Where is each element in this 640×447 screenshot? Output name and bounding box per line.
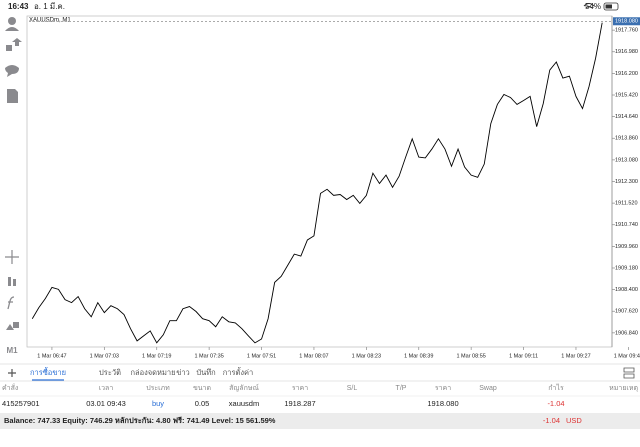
y-tick-label: 1908.400	[615, 287, 638, 293]
column-header: ราคา	[435, 385, 451, 392]
tab[interactable]: ประวัติ	[99, 368, 121, 377]
x-tick-label: 1 Mar 08:23	[352, 353, 381, 359]
crosshair-icon[interactable]	[5, 250, 19, 264]
column-header: ประเภท	[146, 385, 170, 392]
x-tick-label: 1 Mar 09:43	[614, 353, 640, 359]
column-header: T/P	[396, 385, 407, 392]
y-tick-label: 1916.980	[615, 49, 638, 55]
x-tick-label: 1 Mar 07:51	[247, 353, 276, 359]
x-tick-label: 1 Mar 06:47	[37, 353, 66, 359]
table-cell: xauusdm	[229, 399, 259, 408]
status-date: อ. 1 มี.ค.	[34, 2, 65, 11]
column-header: กำไร	[548, 383, 564, 392]
column-header: ขนาด	[193, 385, 211, 392]
y-tick-label: 1907.620	[615, 309, 638, 315]
toolbar	[5, 17, 22, 330]
current-price-label: 1918.080	[615, 19, 638, 25]
table-cell: 1918.287	[284, 399, 315, 408]
column-header: Swap	[479, 385, 497, 392]
account-icon[interactable]	[8, 17, 16, 25]
y-tick-label: 1914.640	[615, 114, 638, 120]
indicators-icon[interactable]	[7, 296, 15, 310]
y-tick-label: 1917.760	[615, 28, 638, 34]
objects-icon[interactable]	[6, 322, 19, 330]
x-tick-label: 1 Mar 09:11	[509, 353, 538, 359]
candles-icon[interactable]	[8, 277, 16, 286]
currency: USD	[566, 416, 582, 425]
total-profit: -1.04	[543, 416, 560, 425]
add-button[interactable]	[8, 369, 16, 377]
chat-icon[interactable]	[5, 65, 19, 77]
column-header: เวลา	[99, 385, 114, 392]
new-doc-icon[interactable]	[7, 89, 18, 103]
table-cell: buy	[152, 399, 164, 408]
wifi-icon	[583, 3, 595, 9]
y-tick-label: 1909.180	[615, 265, 638, 271]
tab[interactable]: กล่องจดหมาย	[130, 368, 175, 377]
x-tick-label: 1 Mar 07:03	[90, 353, 119, 359]
y-tick-label: 1913.080	[615, 157, 638, 163]
y-tick-label: 1912.300	[615, 179, 638, 185]
y-tick-label: 1906.840	[615, 330, 638, 336]
column-header: สัญลักษณ์	[229, 384, 259, 392]
battery-fill	[605, 4, 612, 9]
table-cell: -1.04	[547, 399, 564, 408]
account-summary: Balance: 747.33 Equity: 746.29 หลักประกั…	[4, 416, 276, 425]
y-tick-label: 1915.420	[615, 92, 638, 98]
tab[interactable]: บันทึก	[196, 368, 215, 377]
price-line	[31, 22, 603, 344]
timeframe-button[interactable]: M1	[6, 346, 18, 355]
battery-icon	[603, 2, 619, 11]
tab[interactable]: การซื้อขาย	[30, 367, 66, 377]
tab[interactable]: ข่าว	[176, 368, 190, 377]
table-cell: 0.05	[195, 399, 210, 408]
trade-icon[interactable]	[6, 38, 22, 51]
table-cell: 1918.080	[427, 399, 458, 408]
table-cell: 415257901	[2, 399, 40, 408]
account-icon-body[interactable]	[5, 27, 19, 31]
x-tick-label: 1 Mar 08:07	[299, 353, 328, 359]
y-tick-label: 1913.860	[615, 136, 638, 142]
column-header: S/L	[347, 385, 358, 392]
column-header: หมายเหตุ	[609, 385, 638, 392]
x-tick-label: 1 Mar 09:27	[561, 353, 590, 359]
tab[interactable]: การตั้งค่า	[223, 367, 254, 377]
column-header: คำสั่ง	[2, 383, 18, 392]
table-cell: 03.01 09:43	[86, 399, 126, 408]
y-tick-label: 1911.520	[615, 201, 638, 207]
y-tick-label: 1916.200	[615, 71, 638, 77]
column-header: ราคา	[292, 385, 308, 392]
x-tick-label: 1 Mar 08:55	[456, 353, 485, 359]
summary-bar	[0, 413, 640, 429]
status-time: 16:43	[8, 2, 29, 11]
x-tick-label: 1 Mar 07:19	[142, 353, 171, 359]
y-tick-label: 1909.960	[615, 244, 638, 250]
battery-level: 54%	[585, 2, 601, 11]
x-tick-label: 1 Mar 08:39	[404, 353, 433, 359]
layout-button[interactable]	[623, 367, 635, 379]
current-price-tag	[613, 17, 640, 26]
chart-symbol: XAUUSDm, M1	[29, 18, 71, 24]
y-tick-label: 1910.740	[615, 222, 638, 228]
x-tick-label: 1 Mar 07:35	[194, 353, 223, 359]
